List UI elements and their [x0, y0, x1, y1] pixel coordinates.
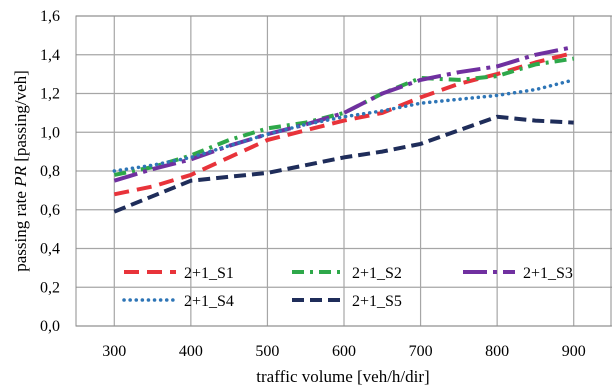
- x-tick-label: 500: [255, 343, 279, 360]
- x-axis-title: traffic volume [veh/h/dir]: [256, 367, 429, 386]
- y-tick-label: 1,0: [40, 124, 60, 141]
- y-axis-title: passing rate PR [passing/veh]: [11, 70, 30, 272]
- x-tick-label: 600: [332, 343, 356, 360]
- y-tick-label: 0,2: [40, 279, 60, 296]
- legend-label: 2+1_S4: [184, 293, 234, 310]
- legend-item-2-1-S5: 2+1_S5: [292, 293, 402, 310]
- series-line-2-1-S1: [113, 50, 575, 197]
- series-line-2-1-S4: [112, 78, 576, 173]
- y-tick-label: 0,6: [40, 202, 60, 219]
- legend-item-2-1-S3: 2+1_S3: [463, 265, 573, 282]
- legend-item-2-1-S4: 2+1_S4: [122, 293, 234, 310]
- y-axis-title-variable: PR: [11, 165, 30, 187]
- y-tick-label: 1,6: [40, 8, 60, 25]
- legend-item-2-1-S2: 2+1_S2: [292, 265, 402, 282]
- plot-border: [75, 15, 612, 327]
- y-tick-label: 0,4: [40, 241, 60, 258]
- legend-label: 2+1_S5: [352, 293, 402, 310]
- y-tick-label: 1,4: [40, 47, 60, 64]
- x-tick-label: 800: [485, 343, 509, 360]
- series-layer: [112, 45, 576, 214]
- legend-label: 2+1_S3: [523, 265, 573, 282]
- y-axis-title-prefix: passing rate: [11, 187, 30, 272]
- y-tick-label: 0,8: [40, 163, 60, 180]
- legend-label: 2+1_S2: [352, 265, 402, 282]
- tick-layer: 0,0 0,2 0,4 0,6 0,8 1,0 1,2 1,4 1,6 300 400 500 600 7…: [40, 8, 586, 360]
- legend-item-2-1-S1: 2+1_S1: [124, 265, 234, 282]
- series-line-2-1-S5: [113, 114, 574, 214]
- x-tick-label: 700: [409, 343, 433, 360]
- legend: 2+1_S1 2+1_S2 2+1_S3 2+1_S4 2+1_S5: [122, 265, 573, 310]
- x-tick-label: 300: [102, 343, 126, 360]
- y-tick-label: 0,0: [40, 318, 60, 335]
- x-tick-label: 400: [179, 343, 203, 360]
- y-tick-label: 1,2: [40, 86, 60, 103]
- series-line-2-1-S3: [113, 45, 575, 183]
- x-tick-label: 900: [562, 343, 586, 360]
- grid-layer: [76, 15, 612, 327]
- y-axis-title-suffix: [passing/veh]: [11, 70, 30, 166]
- legend-label: 2+1_S1: [184, 265, 234, 282]
